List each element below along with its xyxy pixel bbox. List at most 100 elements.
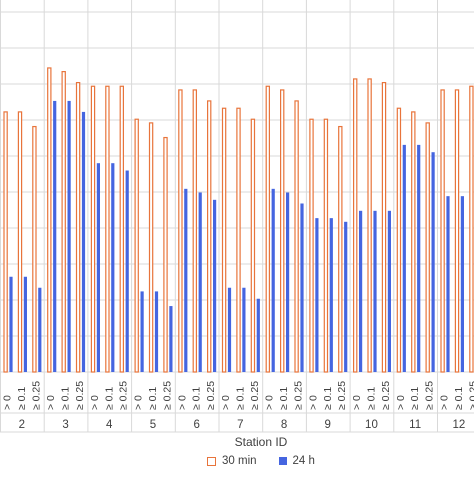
tick-label-station: 12: [452, 419, 465, 431]
bar-24h: [38, 287, 42, 372]
bar-30min: [61, 71, 66, 373]
bar-24h: [402, 144, 406, 372]
tick-label-threshold: ≥ 0.1: [191, 387, 203, 410]
bar-24h: [213, 199, 217, 372]
bar-24h: [373, 210, 377, 372]
bar-30min: [105, 85, 110, 373]
tick-label-station: 7: [237, 419, 243, 431]
bar-30min: [250, 118, 256, 373]
tick-label-threshold: > 0: [176, 395, 188, 410]
tick-label-threshold: ≥ 0.25: [336, 381, 348, 410]
tick-label-threshold: ≥ 0.1: [453, 387, 465, 410]
bar-30min: [454, 89, 460, 373]
bar-30min: [280, 89, 285, 373]
bar-30min: [353, 78, 358, 373]
tick-label-threshold: ≥ 0.1: [409, 387, 421, 410]
bar-30min: [338, 125, 343, 373]
bar-30min: [323, 118, 329, 373]
bar-30min: [265, 85, 271, 373]
bar-24h: [125, 170, 129, 372]
tick-label-threshold: > 0: [89, 395, 101, 410]
bar-24h: [140, 291, 144, 372]
legend-label-30min: 30 min: [222, 455, 257, 467]
tick-label-threshold: ≥ 0.1: [147, 387, 159, 410]
bar-30min: [134, 118, 139, 373]
bar-30min: [17, 111, 23, 373]
bar-24h: [446, 196, 450, 372]
bar-24h: [315, 218, 319, 372]
bar-24h: [300, 203, 304, 372]
bar-24h: [387, 210, 391, 372]
tick-label-threshold: > 0: [45, 395, 57, 410]
bar-24h: [53, 100, 57, 372]
tick-label-threshold: ≥ 0.25: [118, 381, 130, 410]
tick-label-threshold: ≥ 0.1: [278, 387, 290, 410]
tick-label-threshold: ≥ 0.25: [467, 381, 474, 410]
tick-label-station: 9: [325, 419, 331, 431]
bar-30min: [32, 125, 37, 373]
bar-24h: [359, 210, 363, 372]
tick-label-threshold: > 0: [220, 395, 232, 410]
bar-30min: [178, 89, 183, 373]
bar-30min: [90, 85, 96, 373]
bar-30min: [192, 89, 197, 373]
bar-24h: [286, 192, 290, 372]
x-axis-title: Station ID: [235, 435, 288, 449]
bar-30min: [469, 85, 474, 373]
bar-24h: [81, 111, 86, 372]
tick-label-threshold: ≥ 0.1: [60, 387, 72, 410]
tick-label-threshold: > 0: [395, 395, 407, 410]
tick-label-station: 8: [281, 419, 287, 431]
legend-label-24h: 24 h: [292, 455, 315, 467]
bar-24h: [417, 144, 421, 372]
bar-24h: [460, 196, 464, 372]
tick-label-threshold: ≥ 0.1: [16, 387, 28, 410]
tick-label-threshold: ≥ 0.25: [380, 381, 392, 410]
bar-24h: [9, 276, 13, 372]
bar-24h: [169, 306, 173, 372]
tick-label-station: 10: [365, 419, 378, 431]
tick-label-threshold: ≥ 0.25: [424, 381, 436, 410]
tick-label-threshold: > 0: [307, 395, 319, 410]
tick-label-station: 2: [19, 419, 25, 431]
bar-24h: [184, 188, 188, 372]
tick-label-station: 4: [106, 419, 113, 431]
bar-24h: [227, 287, 232, 372]
tick-label-station: 6: [193, 419, 199, 431]
tick-label-threshold: ≥ 0.1: [103, 387, 115, 410]
bar-24h: [96, 163, 100, 372]
bar-30min: [75, 82, 81, 373]
tick-label-station: 11: [409, 419, 421, 431]
bar-30min: [221, 107, 227, 373]
bar-24h: [329, 218, 333, 372]
bar-30min: [148, 122, 154, 373]
bar-30min: [207, 100, 212, 373]
bar-24h: [23, 276, 27, 372]
tick-label-threshold: ≥ 0.25: [74, 381, 86, 410]
legend-item-30min: 30 min: [207, 455, 257, 467]
tick-label-threshold: > 0: [351, 395, 363, 410]
legend-swatch-24h: [278, 457, 287, 465]
bar-30min: [294, 100, 299, 373]
bar-24h: [242, 287, 246, 372]
tick-label-threshold: > 0: [133, 395, 145, 410]
bar-30min: [119, 85, 124, 373]
bar-24h: [344, 221, 348, 372]
bar-30min: [163, 136, 168, 373]
bar-30min: [3, 111, 8, 373]
tick-label-threshold: ≥ 0.25: [293, 381, 305, 410]
bar-24h: [256, 298, 260, 372]
tick-label-threshold: ≥ 0.25: [205, 381, 217, 410]
bar-30min: [425, 122, 430, 373]
legend-item-24h: 24 h: [278, 455, 315, 467]
tick-label-threshold: > 0: [264, 395, 276, 410]
tick-label-threshold: > 0: [2, 395, 14, 410]
bar-24h: [198, 192, 202, 372]
bar-24h: [271, 188, 275, 372]
bar-30min: [309, 118, 314, 373]
tick-label-threshold: ≥ 0.25: [161, 381, 173, 410]
bar-30min: [47, 67, 52, 373]
tick-label-station: 5: [150, 419, 156, 431]
